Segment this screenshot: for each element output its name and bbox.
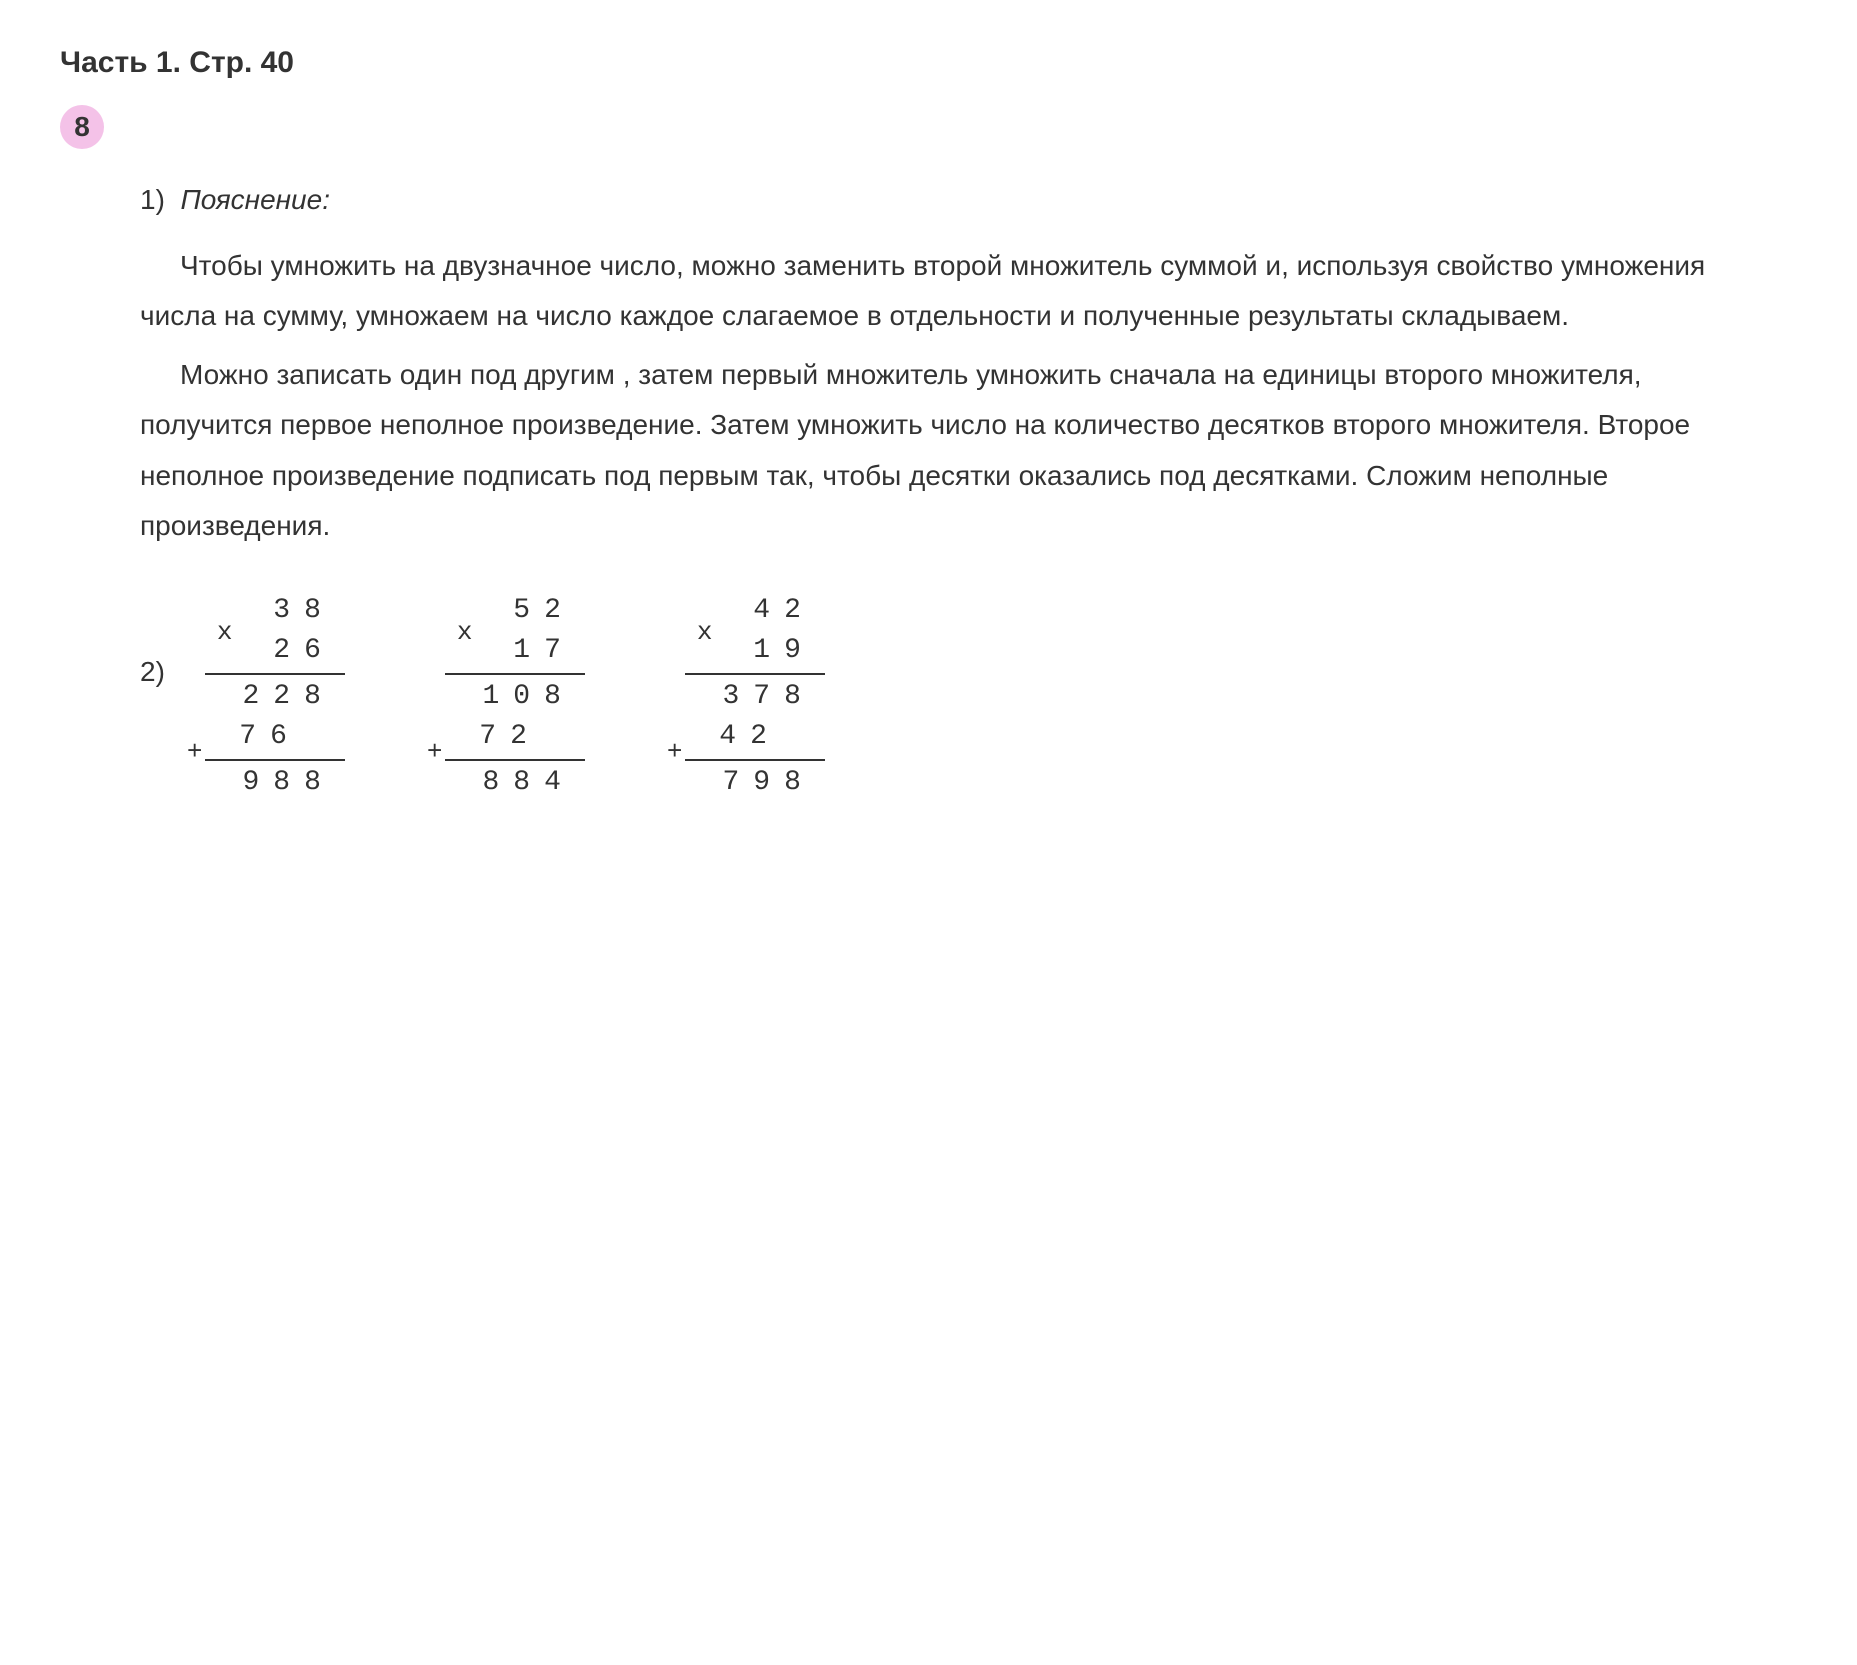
calc-3-p2: 42 xyxy=(685,717,825,757)
calc-line xyxy=(445,759,585,761)
plus-sign: + xyxy=(427,733,443,772)
problem-number-badge: 8 xyxy=(60,105,104,149)
calc-line xyxy=(685,673,825,675)
multiply-sign: х xyxy=(217,613,233,652)
calc-1-p2: 76 xyxy=(205,717,345,757)
calc-section: 2) х + 38 26 228 76 988 х + 52 17 108 xyxy=(140,591,1797,803)
plus-sign: + xyxy=(187,733,203,772)
page-header: Часть 1. Стр. 40 xyxy=(60,40,1797,85)
calc-line xyxy=(205,673,345,675)
calc-2-p2: 72 xyxy=(445,717,585,757)
paragraph-2: Можно записать один под другим , затем п… xyxy=(140,350,1737,552)
calc-1-result: 988 xyxy=(205,763,345,803)
calc-line xyxy=(445,673,585,675)
multiply-sign: х xyxy=(457,613,473,652)
calc-1: х + 38 26 228 76 988 xyxy=(205,591,345,803)
section-2-label: 2) xyxy=(140,651,165,693)
calc-1-p1: 228 xyxy=(205,677,345,717)
section-1-title: Пояснение: xyxy=(180,184,330,215)
plus-sign: + xyxy=(667,733,683,772)
calc-3-p1: 378 xyxy=(685,677,825,717)
calc-3-result: 798 xyxy=(685,763,825,803)
section-1-label: 1) Пояснение: xyxy=(140,179,1797,221)
section-1-num: 1) xyxy=(140,184,165,215)
calc-group: х + 38 26 228 76 988 х + 52 17 108 72 xyxy=(205,591,825,803)
calc-2: х + 52 17 108 72 884 xyxy=(445,591,585,803)
calc-2-result: 884 xyxy=(445,763,585,803)
calc-2-p1: 108 xyxy=(445,677,585,717)
calc-line xyxy=(685,759,825,761)
calc-line xyxy=(205,759,345,761)
paragraph-1: Чтобы умножить на двузначное число, можн… xyxy=(140,241,1737,342)
multiply-sign: х xyxy=(697,613,713,652)
calc-3: х + 42 19 378 42 798 xyxy=(685,591,825,803)
